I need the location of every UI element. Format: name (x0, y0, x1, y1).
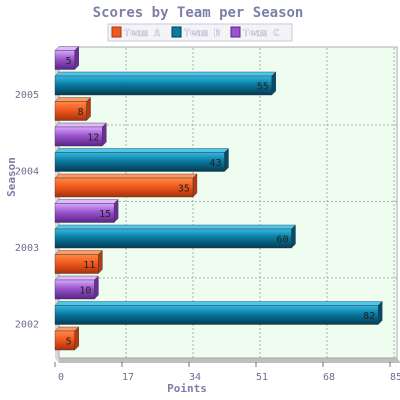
x-tick-label: 68 (323, 372, 335, 383)
x-tick-label: 85 (390, 372, 400, 383)
legend-label-team-b: Team B (184, 28, 220, 39)
bar-team-a-2004 (54, 173, 198, 198)
legend: Team A Team B Team C (107, 23, 293, 42)
data-label-team-c-2002: 10 (79, 286, 91, 297)
bar-team-b-2002 (54, 301, 383, 325)
data-label-team-a-2004: 35 (178, 184, 190, 195)
bar-team-c-2005 (54, 46, 80, 70)
x-tick-label: 0 (58, 372, 64, 383)
plot-floor (55, 358, 400, 363)
bar-team-a-2005 (54, 97, 92, 121)
y-tick-label: 2003 (15, 243, 39, 254)
bar-team-a-2003 (54, 250, 103, 274)
legend-box (107, 23, 293, 42)
y-tick-label: 2004 (15, 166, 39, 177)
bars (54, 46, 383, 351)
data-label-team-b-2003: 60 (276, 235, 288, 246)
y-tick-label: 2005 (15, 90, 39, 101)
bar-team-c-2003 (54, 199, 119, 223)
x-tick-label: 34 (189, 372, 201, 383)
y-axis-label: Season (5, 157, 18, 197)
x-axis-label: Points (167, 382, 207, 395)
legend-swatch-team-b (171, 26, 182, 38)
data-label-team-b-2004: 43 (209, 158, 221, 169)
bar-team-b-2004 (54, 148, 229, 172)
data-label-team-b-2002: 82 (363, 311, 375, 322)
y-tick-label: 2002 (15, 319, 39, 330)
bar-team-b-2005 (54, 71, 277, 96)
bar-team-c-2002 (54, 275, 99, 300)
data-label-team-c-2005: 5 (66, 56, 72, 67)
y-axis-ticks: 2005 2004 2003 2002 (15, 90, 39, 330)
legend-swatch-team-a (111, 26, 122, 38)
bar-team-a-2002 (54, 326, 80, 351)
legend-label-team-c: Team C (243, 28, 279, 39)
data-label-team-b-2005: 55 (257, 82, 269, 93)
bar-team-b-2003 (54, 224, 296, 249)
chart-title: Scores by Team per Season (93, 5, 304, 21)
x-tick-label: 51 (256, 372, 268, 383)
bar-team-c-2004 (54, 122, 107, 147)
legend-swatch-team-c (230, 26, 241, 38)
data-label-team-c-2004: 12 (87, 133, 99, 144)
x-axis-ticks: 0 17 34 51 68 85 (54, 362, 400, 383)
data-label-team-c-2003: 15 (99, 209, 111, 220)
x-tick-label: 17 (122, 372, 134, 383)
data-label-team-a-2002: 5 (66, 337, 72, 348)
data-label-team-a-2003: 11 (83, 260, 95, 271)
legend-label-team-a: Team A (124, 28, 160, 39)
data-label-team-a-2005: 8 (77, 107, 83, 118)
